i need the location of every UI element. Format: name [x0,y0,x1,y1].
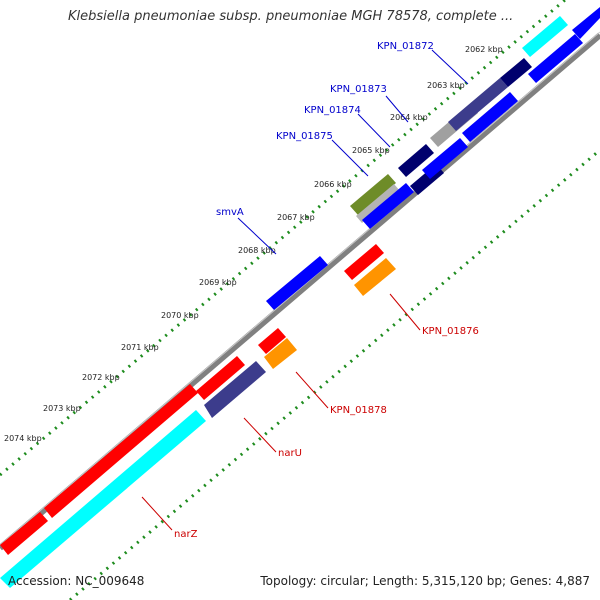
gene-narU-navy[interactable] [204,361,266,418]
topology-text: Topology: circular; Length: 5,315,120 bp… [260,574,590,588]
gene-KPN-01874-dark[interactable] [398,144,434,177]
scale-label: 2074 kbp [4,434,42,443]
outer-strand-genes [0,16,568,555]
gene-narZ-red[interactable] [0,512,48,555]
gene-label-KPN-01876[interactable]: KPN_01876 [422,326,479,337]
leader-line [243,417,277,453]
gene-label-narZ[interactable]: narZ [174,529,198,540]
backbone-highlight [0,31,600,546]
gene-KPN-01874-blue[interactable] [362,183,414,229]
scale-label: 2071 kbp [121,343,159,352]
gene-KPN-01878-orange[interactable] [264,338,297,369]
gene-blue-inner-2[interactable] [462,92,518,142]
scale-label: 2073 kbp [43,404,81,413]
gene-KPN-01876-orange[interactable] [354,258,396,296]
gene-label-smvA[interactable]: smvA [216,207,244,218]
leader-line [331,139,369,177]
outer-dotted-track [0,0,566,477]
scale-label: 2072 kbp [82,373,120,382]
leader-line [431,49,469,85]
gene-KPN-01875-olive[interactable] [350,174,396,215]
gene-KPN-01872-dark[interactable] [500,58,532,87]
gene-smvA-blue[interactable] [266,256,328,310]
gene-label-KPN-01872[interactable]: KPN_01872 [377,41,434,52]
gene-label-KPN-01873[interactable]: KPN_01873 [330,84,387,95]
gene-blue-inner-1[interactable] [422,138,468,179]
gene-label-narU[interactable]: narU [278,448,302,459]
scale-label: 2062 kbp [465,45,503,54]
gene-KPN-01873-navy[interactable] [448,78,508,131]
gene-KPN-01878-red[interactable] [258,328,286,354]
gene-label-KPN-01874[interactable]: KPN_01874 [304,105,361,116]
gene-KPN-01876-red[interactable] [344,244,384,280]
leader-line [237,217,277,255]
gene-narZ-red-2[interactable] [196,356,245,400]
scale-label: 2065 kbp [352,146,390,155]
forward-gene-labels: KPN_01872 KPN_01873 KPN_01874 KPN_01875 … [216,41,469,255]
accession-text: Accession: NC_009648 [8,574,145,588]
scale-label: 2068 kbp [238,246,276,255]
gene-blue-inner-3[interactable] [528,34,583,83]
scale-label: 2067 kbp [277,213,315,222]
scale-labels: 2062 kbp 2063 kbp 2064 kbp 2065 kbp 2066… [4,45,503,443]
gene-narZ-cyan[interactable] [0,410,206,588]
leader-line [389,293,421,331]
scale-label: 2064 kbp [390,113,428,122]
scale-label: 2070 kbp [161,311,199,320]
inner-strand-genes [0,7,600,588]
gene-blue-inner-4[interactable] [572,7,600,39]
leader-line [141,496,173,531]
map-title: Klebsiella pneumoniae subsp. pneumoniae … [68,9,514,24]
inner-dotted-track [69,148,600,600]
reverse-gene-labels: KPN_01876 KPN_01878 narU narZ [141,293,479,540]
leader-line [295,371,329,409]
scale-label: 2066 kbp [314,180,352,189]
scale-label: 2063 kbp [427,81,465,90]
scale-label: 2069 kbp [199,278,237,287]
leader-line [357,113,391,148]
gene-KPN-01872-cyan[interactable] [522,16,568,57]
gene-label-KPN-01875[interactable]: KPN_01875 [276,131,333,142]
leader-line [385,95,409,123]
gene-narU-red[interactable] [44,384,198,518]
gene-label-KPN-01878[interactable]: KPN_01878 [330,405,387,416]
gene-KPN-01875-grey[interactable] [356,184,400,223]
